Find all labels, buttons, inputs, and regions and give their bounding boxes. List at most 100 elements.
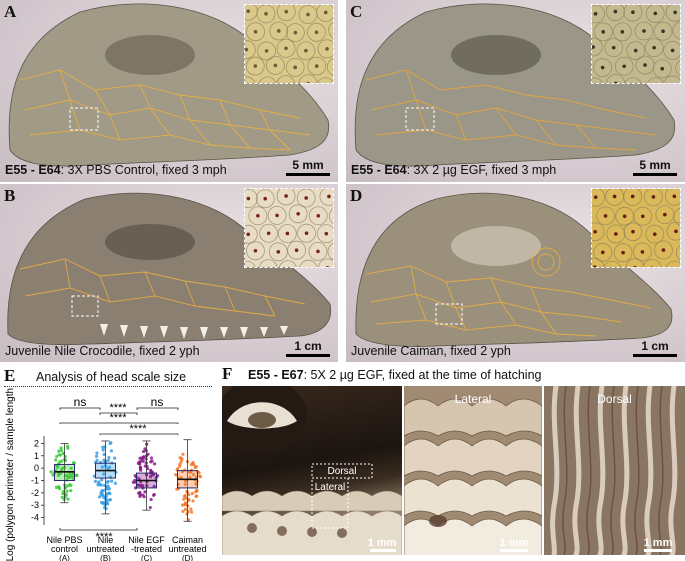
data-point — [142, 495, 146, 499]
inset-c — [591, 4, 681, 84]
data-point — [148, 505, 152, 510]
panel-label-b: B — [4, 186, 16, 205]
x-tick-label: Nile EGF — [128, 535, 165, 545]
data-point — [59, 471, 63, 476]
panel-f-title: E55 - E67: 5X 2 µg EGF, fixed at the tim… — [248, 368, 542, 382]
data-point — [139, 468, 143, 472]
data-point — [194, 494, 198, 499]
crocodile-head-image-b — [7, 192, 332, 346]
data-point — [138, 490, 142, 495]
data-point — [58, 487, 62, 491]
data-point — [55, 464, 60, 468]
data-point — [64, 493, 68, 497]
data-point — [69, 466, 73, 471]
scale-bar-f3-label: 1 mm — [644, 537, 673, 549]
data-point — [174, 473, 178, 477]
data-point — [106, 458, 110, 463]
data-point — [131, 480, 135, 484]
data-point — [149, 497, 153, 502]
data-point — [54, 458, 58, 462]
data-point — [141, 459, 145, 463]
dorsal-region-label: Dorsal — [328, 466, 357, 477]
data-point — [99, 500, 104, 505]
panel-e: E Analysis of head scale size Log (polyg… — [0, 366, 212, 561]
data-point — [189, 507, 193, 511]
sig-ns-right: ns — [151, 395, 164, 409]
data-point — [187, 497, 191, 502]
caption-d: Juvenile Caiman, fixed 2 yph — [351, 344, 511, 358]
data-point — [69, 488, 73, 493]
lateral-closeup-title: Lateral — [454, 392, 492, 406]
data-point — [94, 454, 99, 458]
scale-closeup-d — [592, 189, 680, 267]
scale-closeup-a — [245, 5, 333, 83]
chart-title: Analysis of head scale size — [36, 370, 187, 384]
lateral-scales: 1 mm — [404, 398, 542, 555]
dorsal-closeup-title: Dorsal — [597, 392, 632, 406]
data-point — [55, 454, 59, 459]
scale-bar-f2 — [500, 549, 528, 552]
data-point — [138, 456, 142, 460]
scale-closeup-c — [592, 5, 680, 83]
data-point — [66, 446, 70, 450]
data-point — [102, 452, 106, 457]
data-point — [113, 456, 117, 460]
y-tick-label: 0 — [34, 463, 39, 473]
scale-bar-d: 1 cm — [633, 339, 677, 357]
data-point — [152, 462, 157, 466]
y-axis: 2 1 0 -1 -2 -3 -4 — [31, 436, 45, 525]
box-2 — [92, 440, 118, 515]
box-1 — [49, 443, 79, 504]
x-tick-label: untreated — [168, 544, 206, 554]
data-point — [71, 461, 76, 465]
x-tick-label: (B) — [100, 554, 111, 561]
data-point — [181, 509, 185, 513]
data-point — [58, 460, 62, 464]
x-tick-label: untreated — [86, 544, 124, 554]
panel-a: A E55 - E64: 3X PBS Control, fixed 3 mph… — [0, 0, 338, 182]
data-point — [143, 490, 147, 494]
hatchling-overview-image: Dorsal Lateral 1 mm — [222, 386, 402, 555]
data-point — [180, 457, 184, 461]
data-point — [60, 495, 64, 499]
panel-b: B Juvenile Nile Crocodile, fixed 2 yph 1… — [0, 184, 338, 362]
data-point — [190, 510, 194, 514]
x-tick-label: (A) — [59, 554, 70, 561]
data-point — [182, 494, 187, 498]
caption-c: E55 - E64: 3X 2 µg EGF, fixed 3 mph — [351, 163, 557, 177]
x-tick-label: (C) — [141, 554, 152, 561]
inset-d — [591, 188, 681, 268]
data-point — [59, 446, 63, 450]
y-axis-label: Log (polygon perimeter / sample length) — [5, 388, 16, 561]
lateral-closeup-image: 1 mm Lateral — [404, 386, 542, 555]
data-point — [185, 512, 189, 516]
data-point — [149, 456, 154, 460]
data-point — [107, 498, 111, 502]
data-point — [179, 460, 183, 464]
data-point — [109, 449, 114, 453]
data-point — [194, 482, 198, 486]
x-tick-label: control — [51, 544, 78, 554]
data-point — [95, 458, 99, 462]
data-point — [51, 473, 55, 477]
data-point — [66, 475, 70, 480]
data-point — [146, 452, 150, 456]
data-point — [102, 458, 106, 462]
data-point — [107, 465, 112, 469]
data-point — [108, 492, 112, 496]
data-point — [107, 455, 111, 460]
scale-bar-f3 — [644, 549, 672, 552]
data-point — [106, 479, 110, 483]
caiman-head-image-d — [355, 192, 673, 347]
panel-label-a: A — [4, 2, 17, 21]
sig-stars-bd: **** — [129, 423, 147, 435]
data-point — [98, 495, 102, 499]
data-point — [102, 472, 106, 476]
data-point — [66, 497, 70, 501]
scale-bar-f2-label: 1 mm — [500, 537, 529, 549]
data-point — [194, 490, 198, 494]
data-point — [107, 486, 111, 491]
scale-bar-b: 1 cm — [286, 339, 330, 357]
box-3 — [131, 440, 160, 511]
data-point — [183, 479, 188, 483]
